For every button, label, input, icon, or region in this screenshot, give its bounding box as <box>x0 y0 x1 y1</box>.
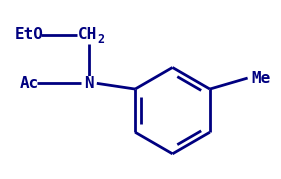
Text: 2: 2 <box>97 33 104 46</box>
Text: N: N <box>84 76 94 91</box>
Text: EtO: EtO <box>15 27 44 42</box>
Text: CH: CH <box>78 27 97 42</box>
Text: Ac: Ac <box>20 76 39 91</box>
Text: Me: Me <box>252 71 271 86</box>
